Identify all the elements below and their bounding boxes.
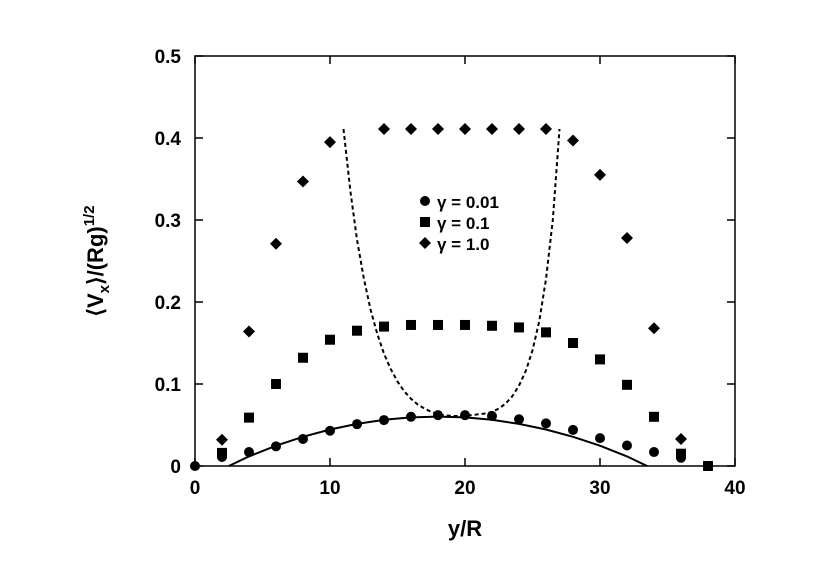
data-point — [405, 122, 417, 135]
data-point — [298, 352, 308, 363]
series-circle — [190, 410, 713, 471]
y-tick-label: 0.1 — [155, 375, 182, 396]
data-point — [270, 237, 282, 250]
data-point — [243, 325, 255, 338]
data-point — [595, 354, 605, 365]
x-tick-label: 30 — [589, 478, 610, 499]
data-point — [649, 411, 659, 422]
legend-entry: γ = 1.0 — [437, 235, 489, 254]
data-point — [325, 334, 335, 345]
legend-marker — [420, 217, 430, 227]
y-tick-label: 0.3 — [155, 211, 181, 232]
data-point — [190, 461, 200, 471]
data-point — [514, 322, 524, 333]
data-point — [568, 424, 578, 435]
data-point — [675, 432, 687, 445]
data-point — [567, 134, 579, 147]
data-point — [271, 441, 281, 452]
x-tick-label: 40 — [724, 478, 745, 499]
y-axis-label: ⟨Vx⟩/(Rg)1/2 — [81, 205, 113, 316]
x-axis-label: y/R — [448, 516, 482, 541]
data-point — [352, 419, 362, 430]
data-point — [594, 168, 606, 181]
legend-marker — [420, 196, 430, 206]
legend: γ = 0.01 γ = 0.1 γ = 1.0 — [419, 193, 499, 254]
data-point — [648, 322, 660, 335]
data-point — [433, 319, 443, 330]
data-point — [379, 321, 389, 332]
data-point — [460, 410, 470, 421]
series-square — [217, 319, 713, 471]
fit-curves — [228, 128, 650, 466]
data-point — [649, 447, 659, 458]
legend-marker — [419, 237, 431, 249]
fit-curve-dotted — [342, 128, 561, 417]
data-point — [298, 433, 308, 444]
y-tick-label: 0.2 — [155, 293, 181, 314]
data-point — [595, 433, 605, 444]
x-ticks: 0 10 20 30 40 — [190, 56, 746, 499]
data-point — [432, 122, 444, 135]
data-point — [378, 122, 390, 135]
data-point — [325, 425, 335, 436]
data-point — [460, 319, 470, 330]
x-tick-label: 10 — [319, 478, 340, 499]
data-point — [676, 448, 686, 459]
data-point — [541, 327, 551, 338]
data-point — [459, 122, 471, 135]
data-point — [433, 410, 443, 421]
data-point — [513, 122, 525, 135]
data-point — [271, 379, 281, 389]
data-point — [217, 447, 227, 458]
data-point — [244, 412, 254, 423]
data-point — [244, 447, 254, 458]
y-tick-label: 0 — [170, 457, 181, 478]
legend-entry: γ = 0.1 — [437, 214, 489, 233]
data-point — [514, 414, 524, 425]
data-point — [621, 232, 633, 245]
data-points — [190, 122, 713, 471]
data-point — [216, 433, 228, 446]
data-point — [703, 461, 713, 471]
data-point — [379, 415, 389, 426]
data-point — [540, 122, 552, 135]
data-point — [487, 320, 497, 331]
data-point — [352, 325, 362, 336]
data-point — [486, 122, 498, 135]
y-tick-label: 0.4 — [155, 129, 182, 150]
y-ticks: 0 0.1 0.2 0.3 0.4 0.5 — [155, 47, 735, 478]
fit-curve-solid — [228, 415, 650, 466]
data-point — [622, 440, 632, 451]
data-point — [568, 338, 578, 348]
x-tick-label: 0 — [190, 478, 201, 499]
data-point — [487, 410, 497, 421]
legend-entry: γ = 0.01 — [437, 193, 499, 212]
data-point — [541, 418, 551, 429]
series-diamond — [216, 122, 687, 446]
plot-frame — [194, 55, 736, 467]
data-point — [406, 319, 416, 330]
y-tick-label: 0.5 — [155, 47, 182, 68]
data-point — [324, 136, 336, 149]
x-tick-label: 20 — [454, 478, 475, 499]
data-point — [297, 175, 309, 188]
data-point — [622, 379, 632, 390]
data-point — [406, 411, 416, 422]
